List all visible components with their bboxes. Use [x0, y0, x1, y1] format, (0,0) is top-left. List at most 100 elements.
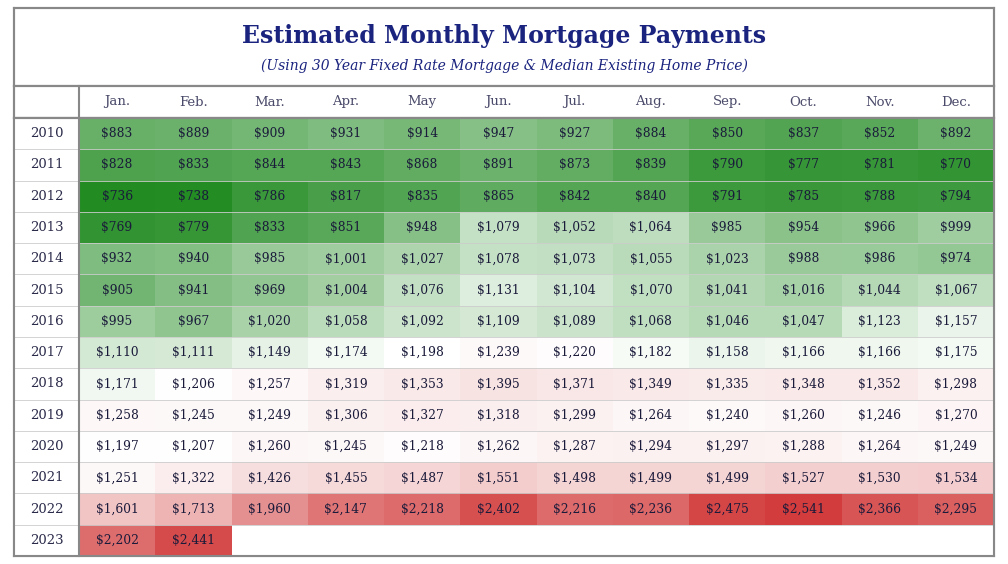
- Bar: [842, 399, 917, 431]
- Bar: [307, 180, 384, 212]
- Text: $1,297: $1,297: [706, 440, 749, 453]
- Text: $1,174: $1,174: [325, 346, 367, 359]
- Text: $932: $932: [102, 252, 133, 265]
- Text: Mar.: Mar.: [254, 95, 285, 108]
- Bar: [689, 431, 765, 462]
- Text: 2017: 2017: [29, 346, 64, 359]
- Bar: [461, 180, 536, 212]
- Bar: [461, 212, 536, 243]
- Text: $839: $839: [635, 158, 666, 171]
- Text: $2,402: $2,402: [477, 503, 520, 515]
- Bar: [232, 212, 307, 243]
- Bar: [842, 118, 917, 149]
- Text: Apr.: Apr.: [333, 95, 360, 108]
- Bar: [384, 180, 461, 212]
- Bar: [79, 306, 155, 337]
- Text: $1,260: $1,260: [782, 409, 825, 422]
- Text: $1,299: $1,299: [553, 409, 596, 422]
- Bar: [917, 399, 994, 431]
- Text: 2015: 2015: [30, 284, 64, 297]
- Bar: [765, 431, 842, 462]
- Text: $1,371: $1,371: [553, 377, 596, 390]
- Bar: [79, 462, 155, 494]
- Text: $785: $785: [788, 190, 818, 202]
- Bar: [14, 275, 79, 306]
- Text: $1,264: $1,264: [629, 409, 672, 422]
- Text: $769: $769: [102, 221, 133, 234]
- Bar: [689, 212, 765, 243]
- Text: (Using 30 Year Fixed Rate Mortgage & Median Existing Home Price): (Using 30 Year Fixed Rate Mortgage & Med…: [260, 59, 748, 73]
- Bar: [613, 399, 689, 431]
- Bar: [14, 149, 79, 180]
- Bar: [14, 243, 79, 275]
- Bar: [613, 494, 689, 525]
- Text: $905: $905: [102, 284, 133, 297]
- Text: $892: $892: [940, 127, 972, 140]
- Bar: [384, 399, 461, 431]
- Bar: [155, 275, 232, 306]
- Bar: [536, 368, 613, 399]
- Text: 2021: 2021: [30, 472, 64, 484]
- Text: $1,246: $1,246: [858, 409, 901, 422]
- Bar: [613, 306, 689, 337]
- Text: $941: $941: [177, 284, 209, 297]
- Bar: [232, 337, 307, 368]
- Bar: [689, 306, 765, 337]
- Bar: [79, 275, 155, 306]
- Text: $833: $833: [254, 221, 285, 234]
- Text: May: May: [407, 95, 436, 108]
- Bar: [842, 243, 917, 275]
- Text: Sep.: Sep.: [713, 95, 742, 108]
- Bar: [765, 118, 842, 149]
- Text: $1,245: $1,245: [325, 440, 367, 453]
- Text: $843: $843: [331, 158, 362, 171]
- Text: $1,027: $1,027: [401, 252, 444, 265]
- Text: $1,104: $1,104: [553, 284, 596, 297]
- Bar: [917, 243, 994, 275]
- Bar: [765, 368, 842, 399]
- Bar: [461, 494, 536, 525]
- Text: $1,713: $1,713: [172, 503, 215, 515]
- Text: Nov.: Nov.: [865, 95, 894, 108]
- Text: $1,294: $1,294: [629, 440, 672, 453]
- Text: $1,171: $1,171: [96, 377, 138, 390]
- Bar: [461, 462, 536, 494]
- Text: $1,270: $1,270: [934, 409, 977, 422]
- Text: 2019: 2019: [29, 409, 64, 422]
- Text: $833: $833: [177, 158, 209, 171]
- Bar: [461, 149, 536, 180]
- Bar: [232, 306, 307, 337]
- Text: $1,004: $1,004: [325, 284, 367, 297]
- Bar: [842, 525, 917, 556]
- Bar: [765, 212, 842, 243]
- Bar: [765, 337, 842, 368]
- Text: $940: $940: [177, 252, 209, 265]
- Text: $1,111: $1,111: [172, 346, 215, 359]
- Text: $1,306: $1,306: [325, 409, 367, 422]
- Bar: [14, 118, 994, 556]
- Text: $1,068: $1,068: [629, 315, 672, 328]
- Bar: [765, 149, 842, 180]
- Bar: [155, 337, 232, 368]
- Text: $1,257: $1,257: [248, 377, 291, 390]
- Text: $1,070: $1,070: [630, 284, 672, 297]
- Bar: [384, 212, 461, 243]
- Text: 2022: 2022: [30, 503, 64, 515]
- Bar: [155, 368, 232, 399]
- Text: $995: $995: [102, 315, 133, 328]
- Text: $931: $931: [331, 127, 362, 140]
- Bar: [613, 180, 689, 212]
- Text: $1,044: $1,044: [858, 284, 901, 297]
- Text: $1,157: $1,157: [934, 315, 977, 328]
- Text: Jan.: Jan.: [104, 95, 130, 108]
- Bar: [689, 118, 765, 149]
- Text: $967: $967: [177, 315, 209, 328]
- Text: $1,218: $1,218: [401, 440, 444, 453]
- Text: 2020: 2020: [30, 440, 64, 453]
- Text: $1,260: $1,260: [248, 440, 291, 453]
- Text: $1,207: $1,207: [172, 440, 215, 453]
- Bar: [689, 275, 765, 306]
- Text: $1,166: $1,166: [858, 346, 901, 359]
- Bar: [307, 462, 384, 494]
- Bar: [79, 212, 155, 243]
